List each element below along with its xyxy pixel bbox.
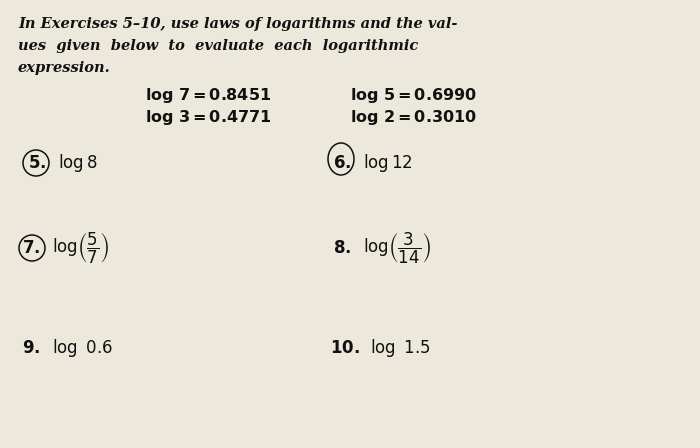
Text: $\mathbf{8.}$: $\mathbf{8.}$	[333, 240, 351, 257]
Text: $\log\!\left(\dfrac{3}{14}\right)$: $\log\!\left(\dfrac{3}{14}\right)$	[363, 230, 431, 266]
Text: $\mathbf{log\ 2 = 0.3010}$: $\mathbf{log\ 2 = 0.3010}$	[350, 108, 477, 127]
Text: $\mathbf{7.}$: $\mathbf{7.}$	[22, 240, 40, 257]
Text: $\log 12$: $\log 12$	[363, 152, 412, 174]
Text: $\mathbf{9.}$: $\mathbf{9.}$	[22, 340, 40, 357]
Text: $\mathbf{log\ 7 = 0.8451}$: $\mathbf{log\ 7 = 0.8451}$	[145, 86, 272, 105]
Text: $\log 8$: $\log 8$	[58, 152, 97, 174]
Text: $\log\!\left(\dfrac{5}{7}\right)$: $\log\!\left(\dfrac{5}{7}\right)$	[52, 230, 109, 266]
Text: $\mathbf{log\ 3 = 0.4771}$: $\mathbf{log\ 3 = 0.4771}$	[145, 108, 272, 127]
Text: $\log\ 0.6$: $\log\ 0.6$	[52, 337, 113, 359]
Text: ues  given  below  to  evaluate  each  logarithmic: ues given below to evaluate each logarit…	[18, 39, 419, 53]
Text: In Exercises 5–10, use laws of logarithms and the val-: In Exercises 5–10, use laws of logarithm…	[18, 17, 458, 31]
Text: $\mathbf{5.}$: $\mathbf{5.}$	[28, 155, 46, 172]
Text: $\log\ 1.5$: $\log\ 1.5$	[370, 337, 430, 359]
Text: expression.: expression.	[18, 61, 111, 75]
Text: $\mathbf{10.}$: $\mathbf{10.}$	[330, 340, 360, 357]
Text: $\mathbf{log\ 5 = 0.6990}$: $\mathbf{log\ 5 = 0.6990}$	[350, 86, 477, 105]
Text: $\mathbf{6.}$: $\mathbf{6.}$	[333, 155, 351, 172]
